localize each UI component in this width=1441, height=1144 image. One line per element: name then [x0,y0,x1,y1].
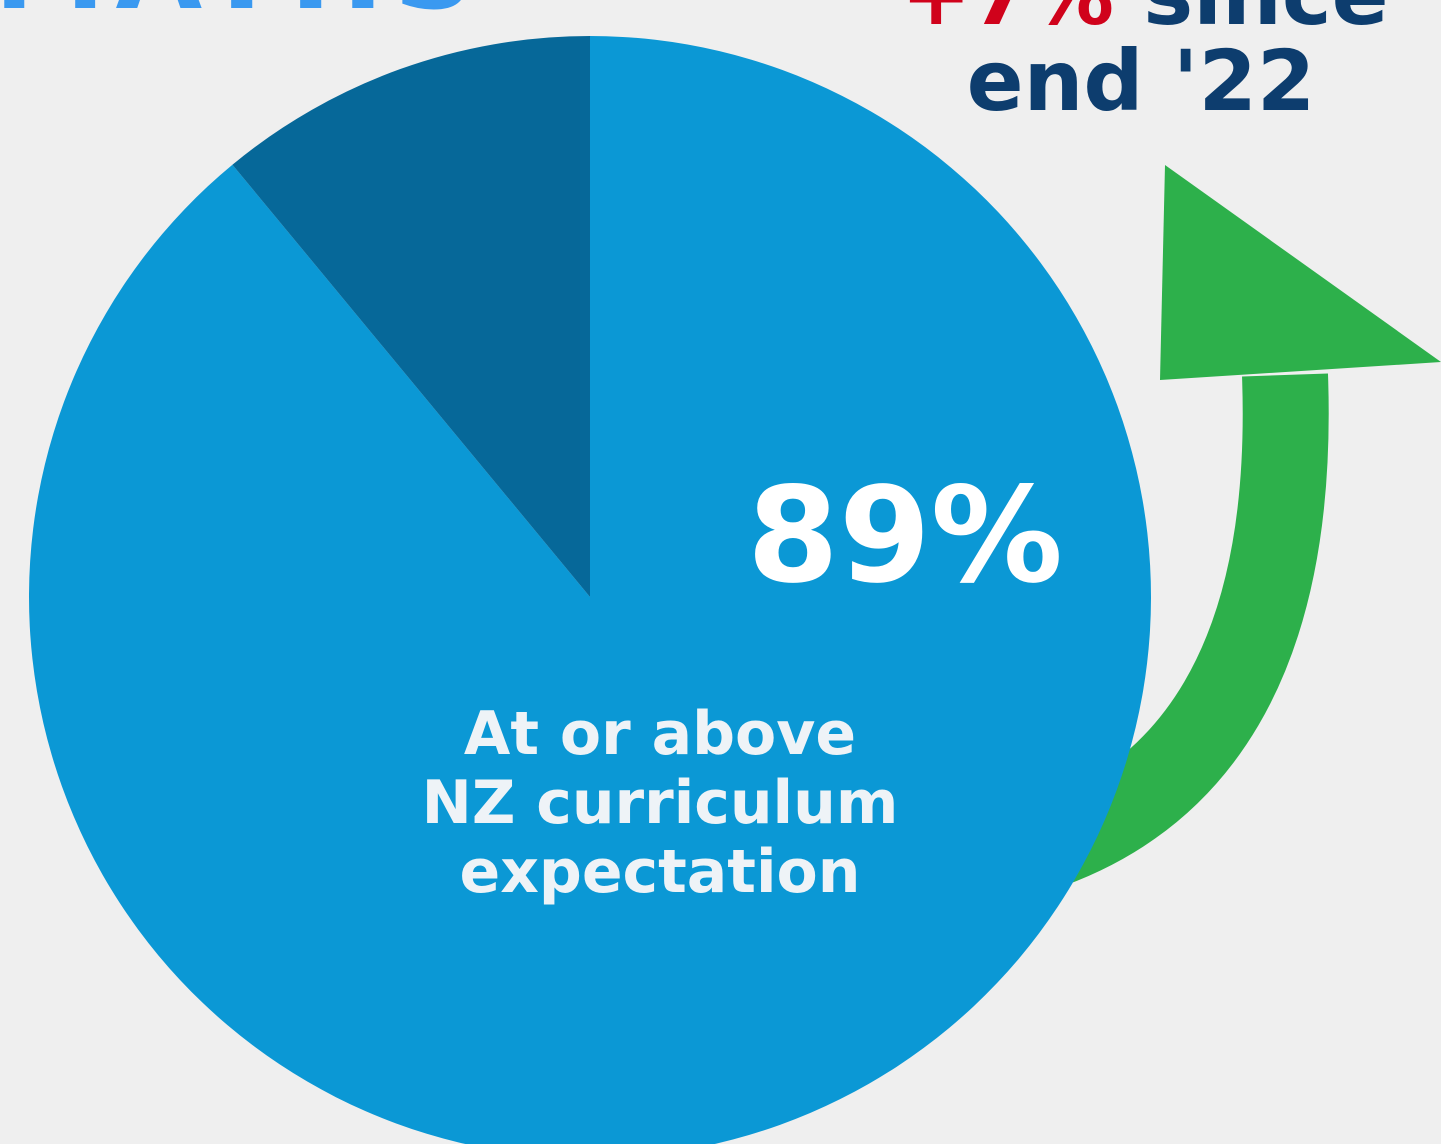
caption-line: NZ curriculum [421,768,899,838]
pie-slice [28,36,1151,1144]
change-suffix: since [1114,0,1388,44]
slice-caption: At or above NZ curriculum expectation [380,700,940,907]
caption-line: At or above [463,699,857,769]
slice-value-label: 89% [747,459,1063,613]
caption-line: expectation [459,837,861,907]
change-annotation: +7% since end '22 [901,0,1389,130]
pie-slice [232,35,590,597]
change-line-1: +7% since [901,0,1389,38]
change-value: +7% [901,0,1114,44]
change-line-2: end '22 [966,32,1316,130]
chart-title: MATHS [0,0,484,26]
